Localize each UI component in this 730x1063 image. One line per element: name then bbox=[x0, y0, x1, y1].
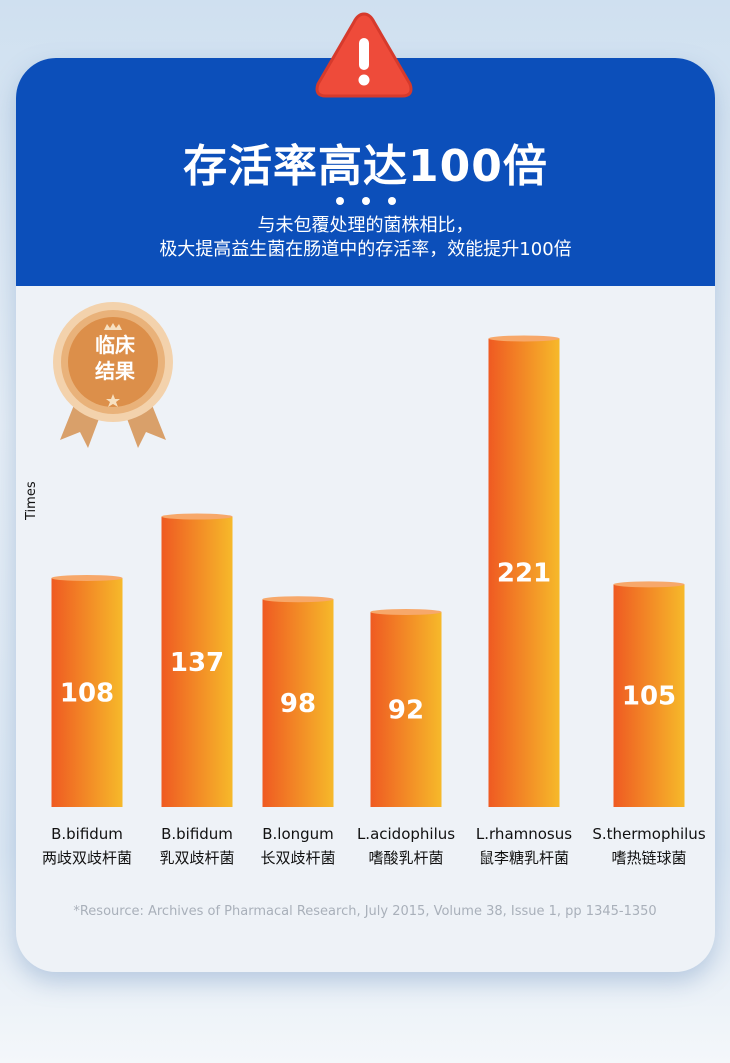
category-zh: 长双歧杆菌 bbox=[260, 849, 336, 867]
subtitle-line-1: 与未包覆处理的菌株相比， bbox=[257, 215, 474, 236]
category-en: L.acidophilus bbox=[356, 825, 456, 843]
bar bbox=[51, 578, 123, 807]
dots-divider bbox=[16, 190, 715, 209]
page-title: 存活率高达100倍 bbox=[183, 141, 548, 192]
category-label: B.bifidum 乳双歧杆菌 bbox=[137, 822, 257, 870]
category-en: L.rhamnosus bbox=[475, 825, 573, 843]
bar bbox=[488, 338, 560, 807]
bar-value-label: 92 bbox=[388, 695, 424, 725]
chart-card: 存活率高达100倍 与未包覆处理的菌株相比， 极大提高益生菌在肠道中的存活率，效… bbox=[16, 58, 715, 972]
category-label: B.bifidum 两歧双歧杆菌 bbox=[27, 822, 147, 870]
badge-line-2: 结果 bbox=[95, 359, 135, 383]
source-footnote: *Resource: Archives of Pharmacal Researc… bbox=[73, 904, 657, 919]
bar-top bbox=[370, 608, 442, 615]
category-en: B.longum bbox=[262, 825, 334, 843]
bar-top bbox=[51, 575, 123, 582]
bar bbox=[370, 611, 442, 807]
badge-line-1: 临床 bbox=[95, 333, 135, 357]
bar-top bbox=[262, 596, 334, 603]
warning-icon bbox=[315, 12, 413, 98]
bar-value-label: 221 bbox=[497, 559, 551, 589]
badge-label: 临床 结果 bbox=[65, 332, 165, 384]
bar-top bbox=[488, 335, 560, 342]
bar-value-label: 108 bbox=[60, 679, 114, 709]
bar-top bbox=[161, 513, 233, 520]
category-label: B.longum 长双歧杆菌 bbox=[238, 822, 358, 870]
category-en: B.bifidum bbox=[161, 825, 233, 843]
category-label: L.rhamnosus 鼠李糖乳杆菌 bbox=[464, 822, 584, 870]
category-en: B.bifidum bbox=[51, 825, 123, 843]
category-label: S.thermophilus 嗜热链球菌 bbox=[589, 822, 709, 870]
bar-value-label: 105 bbox=[622, 682, 676, 712]
category-label: L.acidophilus 嗜酸乳杆菌 bbox=[346, 822, 466, 870]
bar bbox=[613, 584, 685, 807]
category-zh: 乳双歧杆菌 bbox=[159, 849, 235, 867]
bar-top bbox=[613, 581, 685, 588]
bar bbox=[262, 599, 334, 807]
subtitle: 与未包覆处理的菌株相比， 极大提高益生菌在肠道中的存活率，效能提升100倍 bbox=[16, 214, 715, 262]
bar-value-label: 98 bbox=[280, 689, 316, 719]
bar bbox=[161, 516, 233, 807]
subtitle-line-2: 极大提高益生菌在肠道中的存活率，效能提升100倍 bbox=[159, 239, 572, 260]
category-zh: 嗜酸乳杆菌 bbox=[368, 849, 444, 867]
category-zh: 嗜热链球菌 bbox=[611, 849, 687, 867]
bar-value-label: 137 bbox=[170, 648, 224, 678]
category-zh: 两歧双歧杆菌 bbox=[41, 849, 132, 867]
category-en: S.thermophilus bbox=[592, 825, 706, 843]
category-zh: 鼠李糖乳杆菌 bbox=[478, 849, 569, 867]
clinical-results-badge bbox=[53, 302, 173, 448]
